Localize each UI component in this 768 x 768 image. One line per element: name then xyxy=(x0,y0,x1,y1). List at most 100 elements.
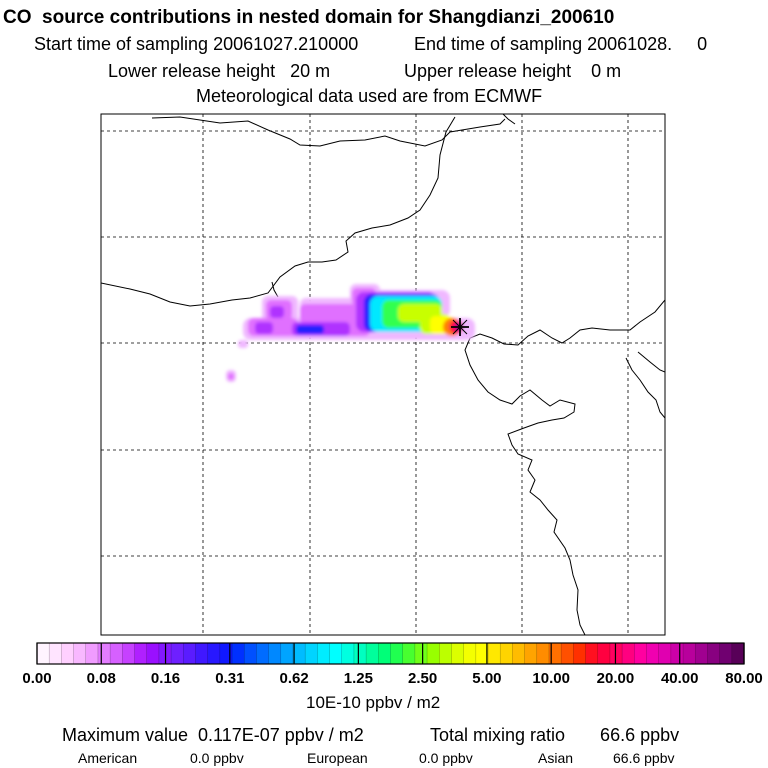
colorbar-cell xyxy=(536,643,550,664)
colorbar-cell xyxy=(573,643,587,664)
colorbar-cell xyxy=(353,643,367,664)
colorbar-cell xyxy=(61,643,75,664)
colorbar-cell xyxy=(585,643,599,664)
colorbar-tick-label: 40.00 xyxy=(660,670,699,687)
colorbar-cell xyxy=(110,643,123,664)
colorbar-cell xyxy=(341,643,355,664)
colorbar-tick-label: 0.00 xyxy=(22,670,52,687)
colorbar-cell xyxy=(219,643,233,664)
mongolia-north-border xyxy=(151,116,506,147)
colorbar-cell xyxy=(183,643,197,664)
colorbar-cell xyxy=(463,643,477,664)
colorbar-cell xyxy=(73,643,87,664)
met-data-label: Meteorological data used are from ECMWF xyxy=(196,86,543,106)
colorbar-cell xyxy=(85,643,99,664)
colorbar-cells xyxy=(36,643,745,664)
colorbar-cell xyxy=(731,643,745,664)
colorbar-cell xyxy=(207,643,221,664)
colorbar-cell xyxy=(97,643,111,664)
colorbar-tick-label: 0.62 xyxy=(279,670,309,687)
colorbar-cell xyxy=(500,643,513,664)
colorbar-cell xyxy=(244,643,258,664)
colorbar-cell xyxy=(49,643,62,664)
coastline xyxy=(464,299,665,635)
colorbar-cell xyxy=(707,643,721,664)
colorbar-cell xyxy=(305,643,318,664)
korea-coast xyxy=(637,351,665,373)
colorbar-unit: 10E-10 ppbv / m2 xyxy=(306,693,441,712)
colorbar-cell xyxy=(548,643,562,664)
co-plume xyxy=(226,284,475,382)
colorbar-cell xyxy=(268,643,282,664)
colorbar-cell xyxy=(390,643,404,664)
colorbar-cell xyxy=(683,643,696,664)
korea-coast-inner xyxy=(625,357,665,419)
country-borders xyxy=(101,114,665,635)
colorbar-major-ticks xyxy=(36,643,745,664)
colorbar-tick-label: 0.08 xyxy=(86,670,116,687)
colorbar-tick-label: 80.00 xyxy=(725,670,763,687)
border-fragment xyxy=(271,281,279,298)
colorbar-cell xyxy=(622,643,635,664)
colorbar-cell xyxy=(232,643,245,664)
colorbar-cell xyxy=(524,643,538,664)
colorbar-cell xyxy=(658,643,672,664)
border-fragment xyxy=(502,114,516,125)
map-frame xyxy=(100,113,666,636)
colorbar-tick-label: 5.00 xyxy=(472,670,502,687)
colorbar-cell xyxy=(609,643,623,664)
colorbar-cell xyxy=(171,643,184,664)
colorbar-cell xyxy=(292,643,306,664)
max-value-label: Maximum value 0.117E-07 ppbv / m2 xyxy=(62,725,364,745)
colorbar-cell xyxy=(488,643,501,664)
colorbar-cell xyxy=(475,643,489,664)
receptor-cross-icon xyxy=(451,318,469,336)
start-time-label: Start time of sampling 20061027.210000 xyxy=(34,34,359,54)
colorbar-cell xyxy=(414,643,428,664)
region-name-european: European xyxy=(307,750,368,766)
colorbar-cell xyxy=(646,643,660,664)
colorbar-cell xyxy=(451,643,465,664)
colorbar-tick-label: 1.25 xyxy=(343,670,373,687)
colorbar-cell xyxy=(719,643,733,664)
colorbar-cell xyxy=(402,643,416,664)
region-value-american: 0.0 ppbv xyxy=(190,750,244,766)
region-name-american: American xyxy=(78,750,138,766)
colorbar-cell xyxy=(427,643,440,664)
colorbar-tick-label: 2.50 xyxy=(408,670,438,687)
colorbar-tick-label: 10.00 xyxy=(532,670,570,687)
lat-lon-grid xyxy=(101,114,665,635)
colorbar-cell xyxy=(134,643,148,664)
upper-release-label: Upper release height 0 m xyxy=(404,61,622,81)
colorbar-cell xyxy=(597,643,611,664)
colorbar-cell xyxy=(366,643,379,664)
mongolia-china-border xyxy=(101,116,456,307)
colorbar-cell xyxy=(195,643,209,664)
region-value-asian: 66.6 ppbv xyxy=(613,750,675,766)
colorbar-cell xyxy=(512,643,526,664)
colorbar-tick-label: 0.16 xyxy=(150,670,181,687)
colorbar-cell xyxy=(122,643,136,664)
colorbar-cell xyxy=(695,643,709,664)
colorbar-cell xyxy=(280,643,294,664)
colorbar-tick-label: 20.00 xyxy=(596,670,635,687)
lower-release-label: Lower release height 20 m xyxy=(108,61,331,81)
colorbar-cell xyxy=(670,643,684,664)
colorbar-cell xyxy=(317,643,331,664)
end-time-label: End time of sampling 20061028. 0 xyxy=(414,34,708,54)
colorbar-tick-label: 0.31 xyxy=(215,670,245,687)
colorbar-cell xyxy=(561,643,574,664)
colorbar-cell xyxy=(329,643,343,664)
page-title: CO source contributions in nested domain… xyxy=(3,7,615,28)
region-value-european: 0.0 ppbv xyxy=(419,750,473,766)
region-name-asian: Asian xyxy=(538,750,574,766)
total-mixing-ratio-label: Total mixing ratio 66.6 ppbv xyxy=(430,725,680,745)
colorbar-cell xyxy=(439,643,453,664)
colorbar-cell xyxy=(146,643,160,664)
colorbar-cell xyxy=(256,643,270,664)
colorbar-cell xyxy=(634,643,648,664)
colorbar-cell xyxy=(37,643,50,664)
colorbar-cell xyxy=(378,643,392,664)
